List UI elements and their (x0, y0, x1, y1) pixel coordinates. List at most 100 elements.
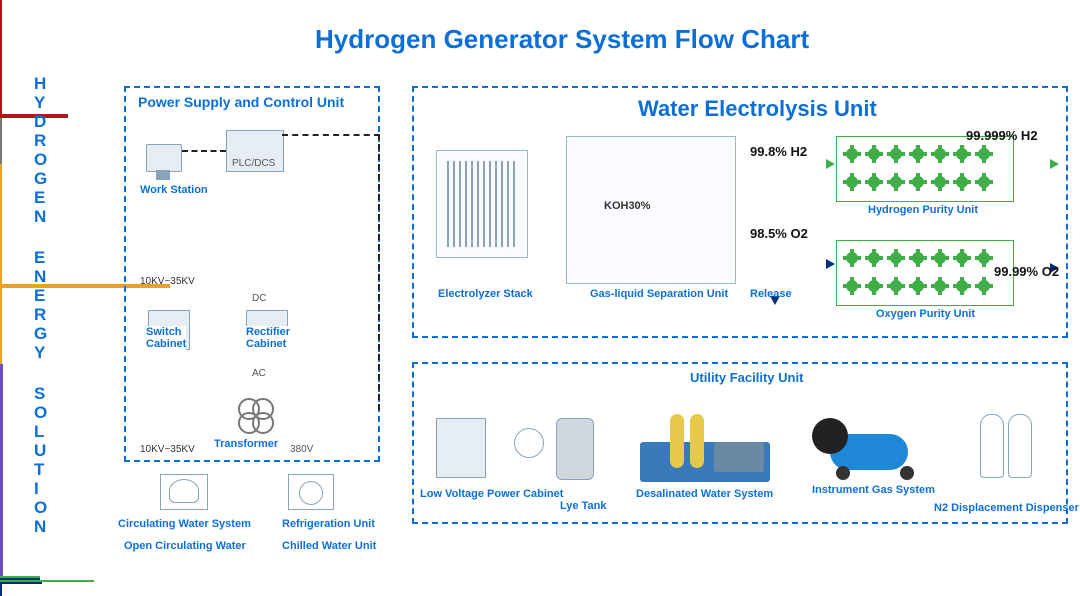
gear-icon (890, 176, 902, 188)
o2-purity-label: Oxygen Purity Unit (876, 308, 975, 320)
arrow-h2-icon (826, 159, 835, 169)
lye-tank-label: Lye Tank (560, 500, 606, 512)
circ-water-icon (160, 474, 208, 510)
lye-tank-icon (556, 418, 594, 480)
gear-icon (868, 148, 880, 160)
lye-pump-icon (514, 428, 544, 458)
sidebar-letter: H (34, 74, 46, 94)
gear-icon (978, 176, 990, 188)
h2-purity-unit-box (836, 136, 1014, 202)
transformer-label: Transformer (214, 438, 278, 450)
gear-icon (890, 280, 902, 292)
electrolyzer-stack-icon (436, 150, 528, 258)
sidebar-letter: T (34, 460, 44, 480)
line-o2-release-v (0, 584, 2, 596)
instrument-gas-icon (812, 418, 932, 480)
gear-icon (890, 148, 902, 160)
dc-label: DC (252, 293, 266, 304)
gear-icon (956, 280, 968, 292)
sidebar-letter: O (34, 150, 47, 170)
line-o2-out (0, 582, 42, 584)
ac-label: AC (252, 368, 266, 379)
gear-icon (846, 252, 858, 264)
electrolysis-unit-label: Water Electrolysis Unit (638, 96, 877, 122)
instrument-gas-label: Instrument Gas System (812, 484, 935, 496)
sidebar-letter: I (34, 479, 39, 499)
sidebar-letter: U (34, 441, 46, 461)
sidebar-letter: Y (34, 93, 45, 113)
sidebar-letter: G (34, 169, 47, 189)
koh-label: KOH30% (604, 200, 650, 212)
gas-liquid-separation-icon (566, 136, 736, 284)
gear-icon (868, 176, 880, 188)
line-ws-plc (182, 150, 226, 152)
line-red-in (0, 0, 2, 22)
n2-label: N2 Displacement Dispenser (934, 502, 1079, 514)
o2-purity-unit-box (836, 240, 1014, 306)
v380-label: 380V (290, 444, 313, 455)
refrig-label: Refrigeration Unit (282, 518, 375, 530)
sidebar-letter: E (34, 286, 45, 306)
refrig-icon (288, 474, 334, 510)
line-orange-v2 (0, 288, 2, 342)
sidebar-letter: N (34, 207, 46, 227)
line-orange-v3 (0, 342, 2, 364)
workstation-icon (146, 144, 182, 172)
gear-icon (912, 176, 924, 188)
gear-icon (978, 148, 990, 160)
o2-out-val: 99.99% O2 (994, 264, 1059, 279)
rectifier-cabinet-label: Rectifier Cabinet (246, 326, 290, 350)
gear-icon (912, 252, 924, 264)
desal-water-icon (640, 408, 770, 482)
utility-unit-label: Utility Facility Unit (690, 370, 803, 385)
arrow-h2-final-icon (1050, 159, 1059, 169)
h2-in-val: 99.8% H2 (750, 144, 807, 159)
kv-top-label: 10KV~35KV (140, 276, 195, 287)
kv-bottom-label: 10KV~35KV (140, 444, 195, 455)
gear-icon (868, 280, 880, 292)
stack-right-bar (0, 470, 3, 576)
sidebar-letter: Y (34, 343, 45, 363)
line-plc-out-v (378, 134, 380, 410)
diagram-stage: Hydrogen Generator System Flow Chart HYD… (0, 0, 1080, 596)
gear-icon (956, 148, 968, 160)
gear-icon (912, 148, 924, 160)
gas-liquid-label: Gas-liquid Separation Unit (590, 288, 728, 300)
gear-icon (978, 280, 990, 292)
o2-in-val: 98.5% O2 (750, 226, 808, 241)
sidebar-letter: N (34, 267, 46, 287)
h2-purity-label: Hydrogen Purity Unit (868, 204, 978, 216)
sidebar-letter: E (34, 188, 45, 208)
chilled-label: Chilled Water Unit (282, 540, 376, 552)
sidebar-letter: L (34, 422, 44, 442)
sidebar-letter: R (34, 305, 46, 325)
gear-icon (934, 252, 946, 264)
desal-label: Desalinated Water System (636, 488, 773, 500)
sidebar-letter: E (34, 248, 45, 268)
lv-cabinet-label: Low Voltage Power Cabinet (420, 488, 563, 500)
line-plc-out-h (282, 134, 380, 136)
arrow-o2-icon (826, 259, 835, 269)
gear-icon (846, 176, 858, 188)
gear-icon (912, 280, 924, 292)
work-station-label: Work Station (140, 184, 208, 196)
switch-cabinet-label: Switch Cabinet (146, 326, 186, 350)
sidebar-letter: O (34, 498, 47, 518)
h2-out-val: 99.999% H2 (966, 128, 1038, 143)
sidebar-letter: N (34, 517, 46, 537)
gear-icon (934, 148, 946, 160)
gear-icon (956, 252, 968, 264)
sidebar-letter: R (34, 131, 46, 151)
sidebar-letter: S (34, 384, 45, 404)
line-rect-ac (0, 118, 2, 164)
gear-icon (846, 148, 858, 160)
line-orange-v (0, 164, 2, 284)
release-label: Release (750, 288, 792, 300)
circ-water-label: Circulating Water System (118, 518, 251, 530)
gear-icon (978, 252, 990, 264)
chart-title: Hydrogen Generator System Flow Chart (315, 24, 809, 55)
gear-icon (956, 176, 968, 188)
n2-dispenser-icon (976, 406, 1036, 480)
transformer-coil-4-icon (252, 412, 274, 434)
gear-icon (934, 176, 946, 188)
